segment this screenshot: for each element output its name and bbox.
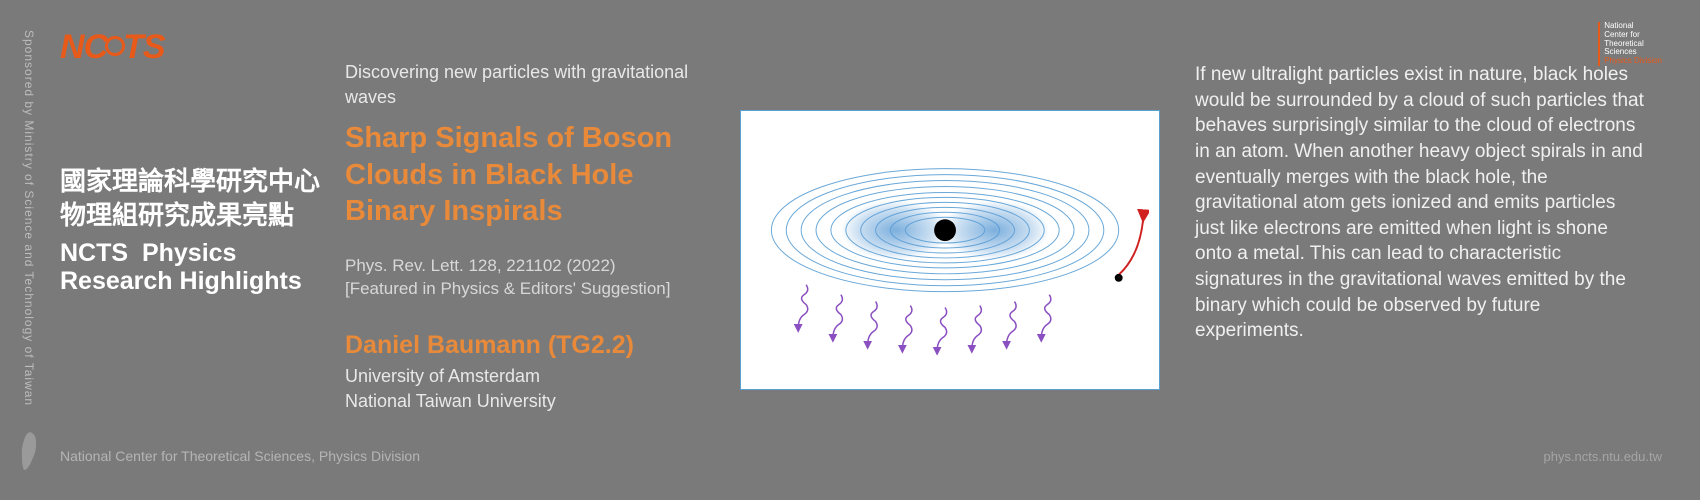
paper-title: Sharp Signals of Boson Clouds in Black H…	[345, 120, 705, 229]
footer-org: National Center for Theoretical Sciences…	[60, 448, 420, 464]
zh-line1: 國家理論科學研究中心	[60, 166, 320, 196]
chinese-title: 國家理論科學研究中心 物理組研究成果亮點	[60, 165, 320, 233]
affil-line1: University of Amsterdam	[345, 366, 540, 386]
badge-line: Theoretical	[1604, 39, 1644, 48]
badge-line: National	[1604, 21, 1633, 30]
cloud-lobe-left	[841, 200, 950, 260]
globe-icon	[105, 36, 125, 56]
taiwan-icon	[16, 430, 42, 472]
tagline: Discovering new particles with gravitati…	[345, 60, 705, 110]
sponsor-text: Sponsored by Ministry of Science and Tec…	[22, 30, 36, 406]
author-name: Daniel Baumann (TG2.2)	[345, 331, 705, 360]
left-title-block: 國家理論科學研究中心 物理組研究成果亮點 NCTS Physics Resear…	[60, 165, 320, 296]
physics-diagram	[740, 110, 1160, 390]
en-line2: Research Highlights	[60, 267, 302, 295]
companion-arrow	[1119, 215, 1144, 275]
diagram-svg	[751, 121, 1149, 379]
affil-line2: National Taiwan University	[345, 391, 556, 411]
journal-line1: Phys. Rev. Lett. 128, 221102 (2022)	[345, 256, 616, 275]
zh-line2: 物理組研究成果亮點	[60, 200, 294, 230]
emission-waves	[798, 285, 1051, 351]
en-line1: NCTS Physics	[60, 239, 236, 267]
logo-letter: N	[60, 28, 84, 66]
center-content: Discovering new particles with gravitati…	[345, 60, 705, 414]
companion-dot	[1115, 274, 1123, 282]
affiliations: University of Amsterdam National Taiwan …	[345, 364, 705, 414]
badge-line-orange: Physics Division	[1604, 56, 1662, 65]
logo-letter: T	[123, 28, 143, 66]
logo-letter: S	[143, 28, 165, 66]
badge-line: Sciences	[1604, 47, 1636, 56]
english-title: NCTS Physics Research Highlights	[60, 239, 320, 297]
black-hole	[934, 219, 956, 241]
journal-ref: Phys. Rev. Lett. 128, 221102 (2022) [Fea…	[345, 255, 705, 301]
ncts-logo: NCTS	[60, 28, 165, 67]
footer-url: phys.ncts.ntu.edu.tw	[1543, 449, 1662, 464]
abstract-text: If new ultralight particles exist in nat…	[1195, 62, 1645, 344]
badge-line: Center for	[1604, 30, 1640, 39]
journal-line2: [Featured in Physics & Editors' Suggesti…	[345, 279, 670, 298]
logo-letter: C	[84, 28, 108, 66]
ncts-badge: National Center for Theoretical Sciences…	[1598, 22, 1662, 66]
cloud-lobe-right	[940, 200, 1049, 260]
